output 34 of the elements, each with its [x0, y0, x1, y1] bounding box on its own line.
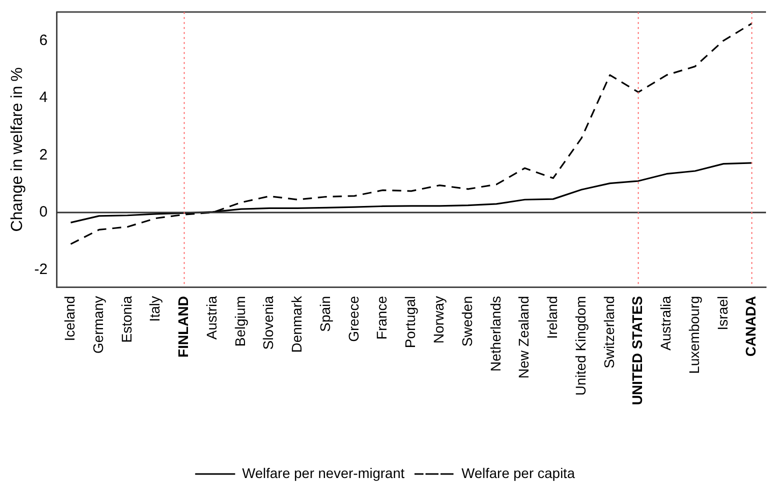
x-tick-label: Germany: [90, 296, 106, 354]
x-tick-label: Belgium: [232, 296, 248, 347]
x-tick-label: Luxembourg: [686, 296, 702, 374]
x-tick-label: Denmark: [288, 295, 305, 353]
x-tick-label: Slovenia: [260, 296, 276, 350]
y-tick-label: 6: [39, 32, 48, 49]
x-tick-label: Austria: [203, 296, 220, 340]
x-tick-label: United Kingdom: [572, 296, 588, 396]
x-tick-label: Greece: [345, 296, 362, 342]
x-tick-label: Estonia: [118, 296, 134, 343]
y-tick-label: 0: [39, 204, 48, 221]
x-tick-label: FINLAND: [175, 296, 192, 358]
x-tick-label: Netherlands: [487, 296, 504, 372]
x-tick-label: Switzerland: [600, 296, 617, 368]
y-tick-label: 2: [39, 146, 48, 164]
line-series: [70, 22, 753, 245]
x-tick-label: Italy: [146, 296, 163, 322]
x-tick-label: Ireland: [544, 296, 560, 339]
x-tick-label: France: [374, 296, 390, 340]
x-tick-label: UNITED STATES: [629, 296, 646, 406]
y-tick-label: -2: [34, 260, 48, 278]
x-tick-label: Australia: [658, 296, 674, 350]
x-tick-label: New Zealand: [516, 296, 532, 378]
x-tick-label: Sweden: [458, 296, 475, 347]
x-tick-label: CANADA: [742, 296, 759, 357]
x-tick-label: Israel: [714, 296, 730, 330]
legend-label: Welfare per never-migrant: [242, 464, 405, 481]
legend-label: Welfare per capita: [462, 464, 576, 481]
y-axis-title: Change in welfare in %: [9, 67, 26, 232]
y-tick-label: 4: [39, 89, 48, 106]
x-tick-label: Iceland: [62, 296, 78, 342]
x-tick-label: Portugal: [402, 296, 418, 348]
x-tick-label: Spain: [316, 296, 333, 332]
x-tick-label: Norway: [430, 296, 447, 344]
